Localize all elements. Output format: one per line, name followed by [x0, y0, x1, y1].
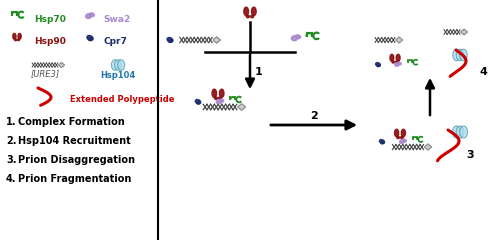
Ellipse shape	[169, 40, 172, 42]
Text: 3: 3	[466, 150, 473, 160]
Ellipse shape	[212, 89, 216, 97]
Text: Cpr7: Cpr7	[103, 36, 127, 46]
Ellipse shape	[216, 100, 222, 104]
Ellipse shape	[13, 33, 16, 39]
Ellipse shape	[114, 60, 121, 70]
Text: Extended Polypeptide: Extended Polypeptide	[70, 96, 174, 104]
Ellipse shape	[390, 54, 394, 61]
Text: Prion Fragmentation: Prion Fragmentation	[18, 174, 132, 184]
Ellipse shape	[244, 7, 248, 16]
Text: 2: 2	[310, 111, 318, 121]
Text: Hsp104 Recruitment: Hsp104 Recruitment	[18, 136, 131, 146]
Ellipse shape	[394, 129, 398, 137]
Polygon shape	[238, 104, 246, 110]
Ellipse shape	[118, 60, 124, 70]
Text: 1: 1	[255, 67, 263, 77]
Text: Swa2: Swa2	[103, 14, 130, 24]
Polygon shape	[460, 29, 468, 35]
Ellipse shape	[18, 33, 21, 39]
Ellipse shape	[112, 60, 118, 70]
Ellipse shape	[380, 140, 384, 144]
Ellipse shape	[381, 142, 384, 144]
Ellipse shape	[252, 7, 256, 16]
Ellipse shape	[296, 35, 300, 39]
Ellipse shape	[220, 89, 224, 97]
Ellipse shape	[89, 38, 92, 41]
Ellipse shape	[90, 13, 94, 17]
Ellipse shape	[460, 126, 468, 138]
Ellipse shape	[220, 99, 224, 102]
Text: Hsp70: Hsp70	[34, 14, 66, 24]
Ellipse shape	[395, 63, 399, 66]
Ellipse shape	[392, 61, 394, 63]
Ellipse shape	[376, 63, 380, 66]
Polygon shape	[212, 37, 220, 43]
Ellipse shape	[14, 39, 16, 41]
Polygon shape	[424, 144, 432, 150]
Ellipse shape	[452, 126, 460, 138]
Polygon shape	[396, 37, 402, 43]
Text: 2.: 2.	[6, 136, 16, 146]
Ellipse shape	[86, 14, 91, 18]
Ellipse shape	[460, 49, 467, 61]
Ellipse shape	[246, 15, 250, 18]
Text: 4.: 4.	[6, 174, 16, 184]
Ellipse shape	[396, 61, 398, 63]
Ellipse shape	[292, 36, 298, 41]
Ellipse shape	[456, 49, 464, 61]
Ellipse shape	[400, 136, 403, 139]
Text: Hsp104: Hsp104	[100, 71, 136, 80]
Ellipse shape	[456, 126, 464, 138]
Ellipse shape	[167, 37, 173, 42]
Ellipse shape	[400, 140, 404, 144]
Ellipse shape	[196, 100, 200, 104]
Ellipse shape	[402, 129, 406, 137]
Ellipse shape	[453, 49, 460, 61]
Ellipse shape	[396, 54, 400, 61]
Ellipse shape	[18, 39, 20, 41]
Text: 4: 4	[480, 67, 488, 77]
Ellipse shape	[397, 136, 400, 139]
Polygon shape	[58, 62, 64, 68]
Text: 3.: 3.	[6, 155, 16, 165]
Text: Complex Formation: Complex Formation	[18, 117, 125, 127]
Ellipse shape	[403, 139, 406, 142]
Ellipse shape	[398, 62, 401, 65]
Ellipse shape	[250, 15, 254, 18]
Text: 1.: 1.	[6, 117, 16, 127]
Ellipse shape	[87, 36, 93, 40]
Text: Prion Disaggregation: Prion Disaggregation	[18, 155, 135, 165]
Ellipse shape	[197, 102, 200, 104]
Ellipse shape	[377, 64, 380, 66]
Ellipse shape	[214, 97, 218, 99]
Text: Hsp90: Hsp90	[34, 36, 66, 46]
Ellipse shape	[218, 97, 222, 99]
Text: [URE3]: [URE3]	[30, 69, 60, 78]
